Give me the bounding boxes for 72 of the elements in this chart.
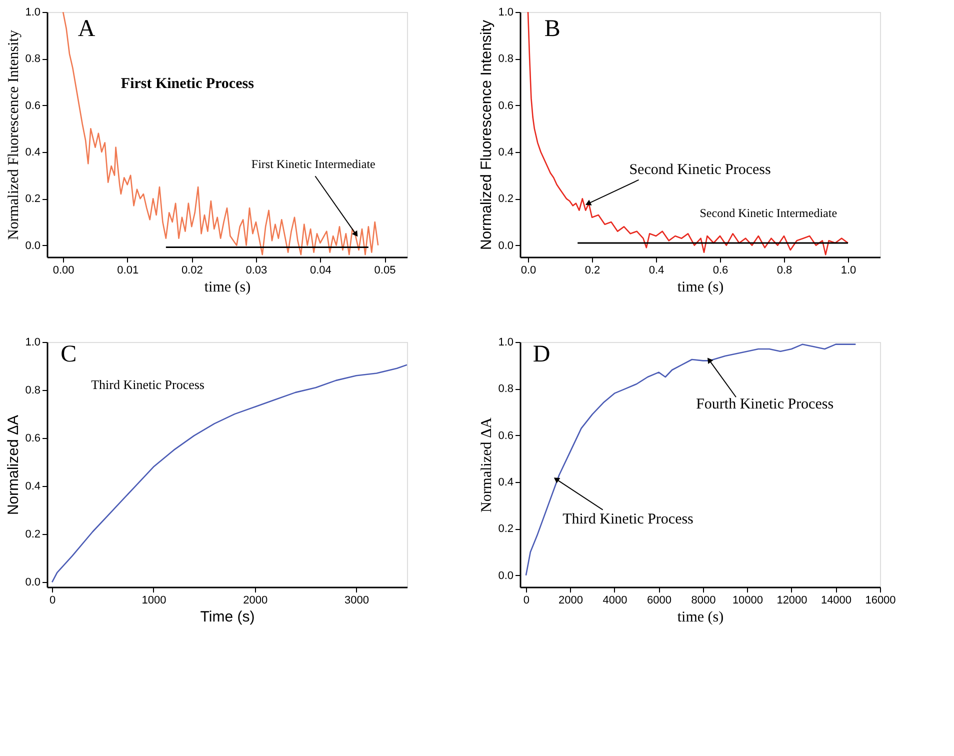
x-tick-label: 0.6	[712, 264, 728, 276]
y-tick-label: 0.4	[498, 146, 514, 158]
x-tick-label: 1.0	[840, 264, 856, 276]
y-tick-label: 0.4	[25, 480, 40, 493]
y-tick-label: 0.6	[498, 430, 514, 442]
x-tick-label: 0.0	[520, 264, 536, 276]
annotation: D	[532, 341, 550, 368]
y-axis-title: Normalized Fluorescence Intensity	[478, 19, 496, 250]
x-tick-label: 0.02	[181, 264, 203, 276]
x-tick-label: 12000	[776, 594, 808, 606]
x-tick-label: 0	[50, 594, 56, 606]
x-tick-label: 0.00	[52, 264, 74, 276]
x-tick-label: 2000	[243, 594, 268, 606]
annotation: First Kinetic Intermediate	[251, 156, 376, 171]
y-tick-label: 0.0	[498, 240, 514, 252]
y-tick-label: 1.0	[25, 336, 40, 348]
x-tick-label: 0.2	[584, 264, 600, 276]
annotation: B	[544, 16, 560, 42]
y-tick-label: 1.0	[25, 6, 40, 18]
x-tick-label: 8000	[691, 594, 716, 606]
annotation: Second Kinetic Process	[629, 162, 771, 178]
x-axis-title: time (s)	[677, 280, 724, 296]
x-tick-label: 3000	[344, 594, 370, 606]
x-tick-label: 0.01	[117, 264, 139, 276]
line-series	[527, 12, 849, 256]
y-tick-label: 0.8	[25, 53, 40, 66]
y-tick-label: 0.2	[498, 523, 514, 536]
y-tick-label: 0.4	[25, 146, 40, 158]
annotation: Third Kinetic Process	[562, 511, 694, 528]
y-tick-label: 0.8	[498, 383, 514, 396]
x-tick-label: 16000	[865, 594, 896, 606]
x-tick-label: 14000	[820, 594, 852, 606]
y-tick-label: 0.0	[25, 576, 40, 589]
y-tick-label: 0.2	[25, 193, 40, 206]
x-tick-label: 4000	[602, 594, 628, 606]
annotation: A	[78, 16, 96, 42]
y-tick-label: 0.4	[498, 476, 514, 488]
annotation: First Kinetic Process	[120, 76, 254, 92]
y-tick-label: 0.2	[498, 193, 514, 206]
y-tick-label: 1.0	[498, 6, 514, 18]
annotation: C	[60, 341, 77, 368]
x-tick-label: 0	[523, 594, 530, 606]
y-tick-label: 0.6	[25, 432, 40, 445]
x-axis-title: Time (s)	[200, 608, 255, 626]
x-axis-title: time (s)	[204, 280, 251, 296]
annotation: Second Kinetic Intermediate	[700, 206, 838, 220]
annotation: Third Kinetic Process	[91, 376, 204, 392]
y-tick-label: 0.6	[498, 100, 514, 112]
x-tick-label: 0.8	[776, 264, 792, 276]
y-tick-label: 0.8	[25, 384, 40, 397]
x-tick-label: 0.4	[648, 264, 664, 276]
annotation: Fourth Kinetic Process	[696, 396, 834, 412]
y-tick-label: 0.2	[25, 528, 40, 541]
x-tick-label: 6000	[646, 594, 672, 606]
y-axis-title: Normalized ΔA	[5, 414, 22, 516]
line-series	[51, 364, 407, 583]
y-axis-title: Normalized ΔA	[479, 417, 496, 513]
y-axis-title: Normalized Fluorescence Intensity	[6, 30, 22, 240]
x-axis-title: time (s)	[677, 610, 724, 626]
y-tick-label: 0.0	[25, 240, 40, 252]
y-tick-label: 0.0	[498, 570, 514, 582]
line-series	[525, 344, 856, 576]
y-tick-label: 1.0	[498, 336, 514, 348]
x-tick-label: 2000	[558, 594, 583, 606]
line-series	[62, 12, 379, 256]
x-tick-label: 10000	[732, 594, 764, 606]
x-tick-label: 0.03	[246, 264, 268, 276]
x-tick-label: 0.05	[374, 264, 396, 276]
y-tick-label: 0.8	[498, 53, 514, 66]
x-tick-label: 1000	[142, 594, 166, 606]
y-tick-label: 0.6	[25, 100, 40, 112]
x-tick-label: 0.04	[310, 264, 332, 276]
